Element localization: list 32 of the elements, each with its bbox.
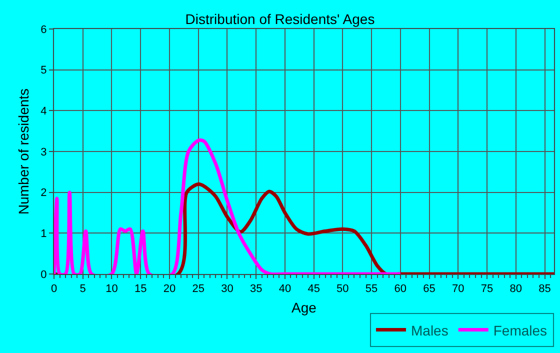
legend-label: Males [411,322,448,338]
x-tick-label: 15 [134,283,147,296]
x-tick-label: 60 [394,283,407,296]
y-axis-title: Number of residents [15,88,32,215]
y-tick-label: 3 [40,146,47,158]
x-tick-label: 10 [106,283,118,296]
x-tick-label: 0 [50,283,58,296]
x-axis-title: Age [292,300,317,316]
legend-label: Females [493,322,548,338]
x-tick-label: 30 [221,283,234,296]
y-tick-label: 6 [40,24,47,36]
x-tick-label: 20 [163,283,176,296]
x-tick-label: 65 [423,283,436,296]
y-tick-label: 0 [40,268,47,281]
chart-title: Distribution of Residents' Ages [185,10,375,27]
x-tick-label: 40 [278,283,292,296]
x-tick-label: 75 [480,283,494,296]
y-tick-label: 5 [40,64,47,77]
y-tick-label: 4 [40,106,47,118]
x-tick-label: 50 [336,283,349,296]
y-tick-label: 1 [40,228,47,240]
x-tick-label: 85 [538,283,551,296]
x-tick-label: 55 [365,283,378,296]
x-tick-label: 35 [250,283,262,296]
x-tick-label: 5 [80,283,86,296]
x-tick-label: 70 [452,283,464,296]
x-tick-label: 45 [308,283,320,296]
line-series [54,138,402,274]
x-tick-label: 80 [510,283,522,296]
y-tick-label: 2 [40,187,47,200]
x-tick-label: 25 [192,283,204,296]
line-series [54,182,554,274]
